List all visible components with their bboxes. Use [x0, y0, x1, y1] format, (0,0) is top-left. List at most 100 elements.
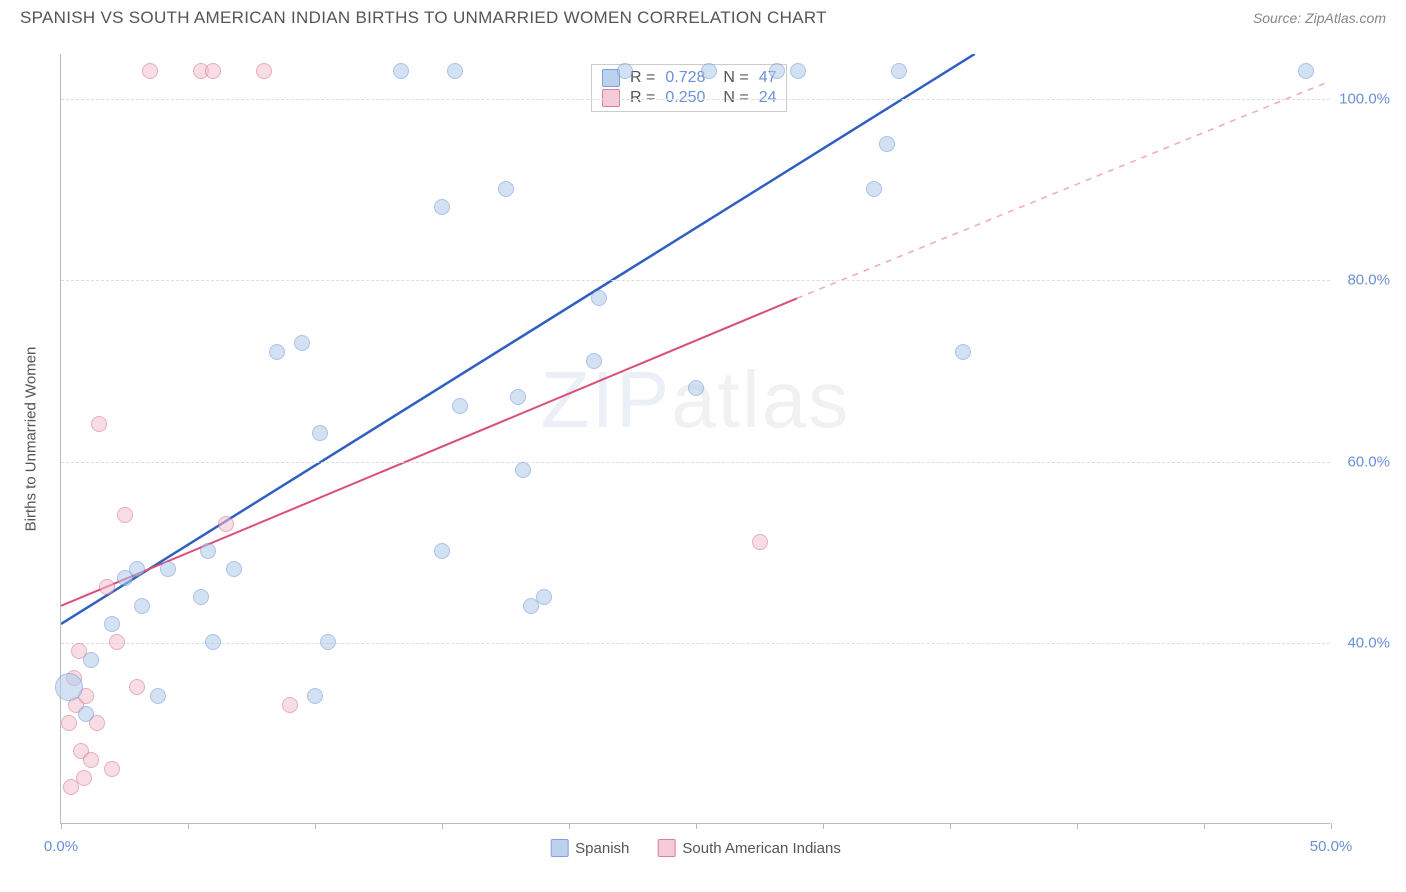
scatter-point	[99, 579, 115, 595]
scatter-point	[307, 688, 323, 704]
scatter-point	[701, 63, 717, 79]
bottom-legend: Spanish South American Indians	[550, 839, 841, 857]
y-tick-label: 40.0%	[1347, 634, 1390, 651]
r-label: R =	[630, 89, 655, 107]
scatter-point	[150, 688, 166, 704]
scatter-point	[205, 63, 221, 79]
stats-row-sai: R = 0.250 N = 24	[602, 89, 776, 107]
scatter-point	[160, 561, 176, 577]
scatter-point	[256, 63, 272, 79]
scatter-point	[879, 136, 895, 152]
x-tick	[442, 823, 443, 829]
trend-lines	[61, 54, 1330, 823]
scatter-point	[955, 344, 971, 360]
scatter-point	[129, 679, 145, 695]
y-axis-title: Births to Unmarried Women	[23, 346, 40, 531]
x-tick	[61, 823, 62, 829]
x-tick-label: 0.0%	[44, 838, 78, 855]
x-tick	[315, 823, 316, 829]
gridline-h	[61, 280, 1330, 281]
x-tick	[696, 823, 697, 829]
legend-item-spanish: Spanish	[550, 839, 629, 857]
chart-container: ZIPatlas R = 0.728 N = 47 R = 0.250 N = …	[50, 44, 1396, 864]
x-tick	[1331, 823, 1332, 829]
x-tick	[950, 823, 951, 829]
legend-label-spanish: Spanish	[575, 840, 629, 857]
r-value-sai: 0.250	[665, 89, 713, 107]
gridline-h	[61, 99, 1330, 100]
swatch-sai	[602, 89, 620, 107]
scatter-point	[312, 425, 328, 441]
n-label: N =	[723, 89, 748, 107]
scatter-point	[452, 398, 468, 414]
n-label: N =	[723, 69, 748, 87]
scatter-point	[109, 634, 125, 650]
scatter-point	[866, 181, 882, 197]
scatter-point	[193, 589, 209, 605]
scatter-point	[200, 543, 216, 559]
chart-header: SPANISH VS SOUTH AMERICAN INDIAN BIRTHS …	[0, 0, 1406, 38]
scatter-point	[83, 652, 99, 668]
scatter-point	[134, 598, 150, 614]
scatter-point	[591, 290, 607, 306]
x-tick	[823, 823, 824, 829]
trend-line	[61, 298, 797, 606]
plot-area: ZIPatlas R = 0.728 N = 47 R = 0.250 N = …	[60, 54, 1330, 824]
scatter-point	[282, 697, 298, 713]
x-tick-label: 50.0%	[1310, 838, 1353, 855]
watermark-light: atlas	[671, 355, 850, 444]
scatter-point	[515, 462, 531, 478]
legend-item-sai: South American Indians	[657, 839, 840, 857]
chart-title: SPANISH VS SOUTH AMERICAN INDIAN BIRTHS …	[20, 8, 827, 28]
n-value-sai: 24	[759, 89, 777, 107]
source-attribution: Source: ZipAtlas.com	[1253, 10, 1386, 26]
r-label: R =	[630, 69, 655, 87]
scatter-point	[226, 561, 242, 577]
scatter-point	[104, 616, 120, 632]
watermark-bold: ZIP	[541, 355, 671, 444]
scatter-point	[269, 344, 285, 360]
scatter-point	[393, 63, 409, 79]
scatter-point	[790, 63, 806, 79]
scatter-point	[1298, 63, 1314, 79]
legend-swatch-spanish	[550, 839, 568, 857]
scatter-point	[617, 63, 633, 79]
scatter-point	[294, 335, 310, 351]
scatter-point	[55, 673, 83, 701]
scatter-point	[104, 761, 120, 777]
legend-swatch-sai	[657, 839, 675, 857]
scatter-point	[586, 353, 602, 369]
scatter-point	[129, 561, 145, 577]
scatter-point	[510, 389, 526, 405]
watermark: ZIPatlas	[541, 354, 850, 446]
scatter-point	[434, 543, 450, 559]
scatter-point	[142, 63, 158, 79]
scatter-point	[769, 63, 785, 79]
scatter-point	[76, 770, 92, 786]
x-tick	[1204, 823, 1205, 829]
scatter-point	[83, 752, 99, 768]
scatter-point	[434, 199, 450, 215]
gridline-h	[61, 643, 1330, 644]
scatter-point	[205, 634, 221, 650]
scatter-point	[218, 516, 234, 532]
legend-label-sai: South American Indians	[682, 840, 840, 857]
x-tick	[569, 823, 570, 829]
x-tick	[1077, 823, 1078, 829]
x-tick	[188, 823, 189, 829]
y-tick-label: 80.0%	[1347, 272, 1390, 289]
y-tick-label: 60.0%	[1347, 453, 1390, 470]
scatter-point	[61, 715, 77, 731]
trend-line	[61, 54, 975, 624]
scatter-point	[752, 534, 768, 550]
scatter-point	[536, 589, 552, 605]
scatter-point	[688, 380, 704, 396]
scatter-point	[320, 634, 336, 650]
gridline-h	[61, 462, 1330, 463]
y-tick-label: 100.0%	[1339, 91, 1390, 108]
scatter-point	[447, 63, 463, 79]
scatter-point	[78, 706, 94, 722]
scatter-point	[498, 181, 514, 197]
scatter-point	[891, 63, 907, 79]
scatter-point	[117, 507, 133, 523]
